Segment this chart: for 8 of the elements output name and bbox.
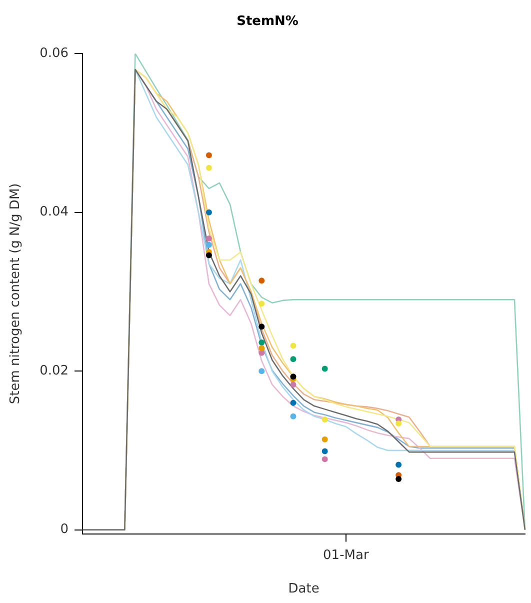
y-tick-label: 0.06 [40, 46, 69, 61]
x-axis-title: Date [288, 582, 320, 597]
chart-title: StemN% [236, 14, 298, 30]
y-axis-title: Stem nitrogen content (g N/g DM) [8, 183, 24, 404]
y-tick-label: 0 [60, 522, 69, 538]
y-tick-label: 0.02 [40, 363, 69, 378]
y-tick-label: 0.04 [40, 204, 69, 220]
x-tick-label: 01-Mar [323, 548, 370, 563]
